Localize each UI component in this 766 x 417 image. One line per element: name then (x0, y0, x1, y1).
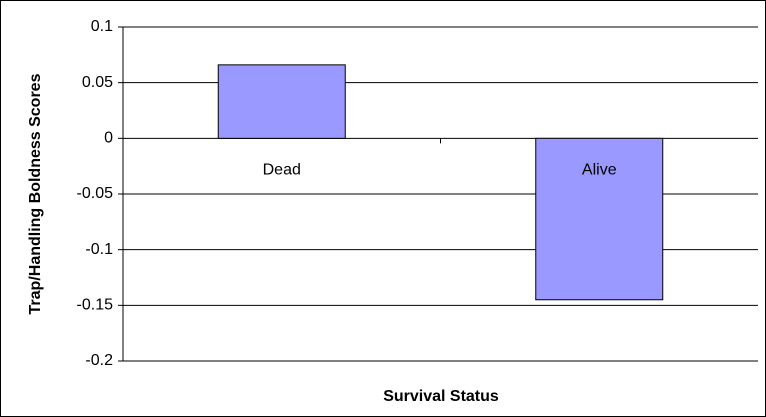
bar (217, 64, 346, 139)
y-tick-label: -0.05 (77, 185, 114, 202)
y-tick-label: -0.15 (77, 297, 114, 314)
y-tick-label: 0 (104, 130, 113, 147)
x-tick-label: Dead (263, 162, 301, 179)
y-tick-label: 0.1 (91, 18, 113, 35)
y-tick-label: -0.1 (85, 241, 113, 258)
y-tick-label: 0.05 (82, 74, 113, 91)
y-axis-title: Trap/Handling Boldness Scores (27, 73, 44, 314)
x-axis-title: Survival Status (383, 388, 499, 405)
bar (535, 137, 664, 301)
x-tick-label: Alive (582, 162, 617, 179)
y-tick-label: -0.2 (85, 352, 113, 369)
